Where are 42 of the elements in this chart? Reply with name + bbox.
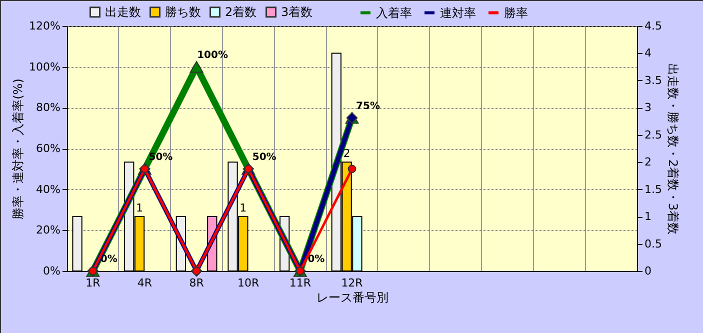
data-label: 2 xyxy=(343,147,350,160)
data-label: 75% xyxy=(356,100,380,112)
data-label: 1 xyxy=(136,202,144,215)
y2-tick-label: 1 xyxy=(644,210,652,224)
point xyxy=(348,164,356,174)
x-tick-label: 8R xyxy=(189,276,204,290)
legend-label: 勝ち数 xyxy=(165,5,201,20)
y2-tick-label: 0.5 xyxy=(644,237,662,250)
y2-tick-label: 3.5 xyxy=(644,74,662,87)
data-label: 100% xyxy=(197,50,228,61)
legend-label: 出走数 xyxy=(105,5,141,20)
data-label: 50% xyxy=(252,152,276,163)
y-tick-label: 120% xyxy=(29,20,60,32)
x-tick-label: 10R xyxy=(238,276,260,290)
y-axis-title: 勝率・連対率・入着率(%) xyxy=(11,78,26,220)
y-tick-label: 40% xyxy=(36,182,60,196)
y2-tick-label: 0 xyxy=(644,264,652,278)
x-tick-label: 1R xyxy=(86,276,101,290)
x-tick-label: 11R xyxy=(289,276,312,290)
y-tick-label: 0% xyxy=(43,264,60,278)
y2-tick-label: 1.5 xyxy=(644,182,662,196)
y-tick-label: 20% xyxy=(36,224,60,237)
y2-tick-label: 2 xyxy=(644,156,652,169)
x-tick-label: 4R xyxy=(137,276,152,290)
legend-label: 入着率 xyxy=(376,6,412,20)
y-tick-label: 80% xyxy=(36,101,60,114)
data-label: 1 xyxy=(240,202,247,215)
x-tick-label: 12R xyxy=(341,276,364,290)
point xyxy=(190,60,204,73)
y2-tick-label: 3 xyxy=(644,101,652,114)
y-tick-label: 60% xyxy=(36,142,60,155)
y-tick-label: 100% xyxy=(29,60,60,74)
legend-label: 3着数 xyxy=(281,5,313,20)
y2-tick-label: 4.5 xyxy=(644,20,662,32)
x-axis-title: レース番号別 xyxy=(316,290,388,304)
y2-axis-title: 出走数・勝ち数・2着数・3着数 xyxy=(666,63,680,235)
legend-label: 2着数 xyxy=(225,5,257,20)
legend-label: 連対率 xyxy=(440,6,476,20)
y2-tick-label: 4 xyxy=(644,46,652,60)
legend-label: 勝率 xyxy=(504,6,528,20)
y2-tick-label: 2.5 xyxy=(644,128,662,142)
data-label: 0% xyxy=(308,254,325,265)
